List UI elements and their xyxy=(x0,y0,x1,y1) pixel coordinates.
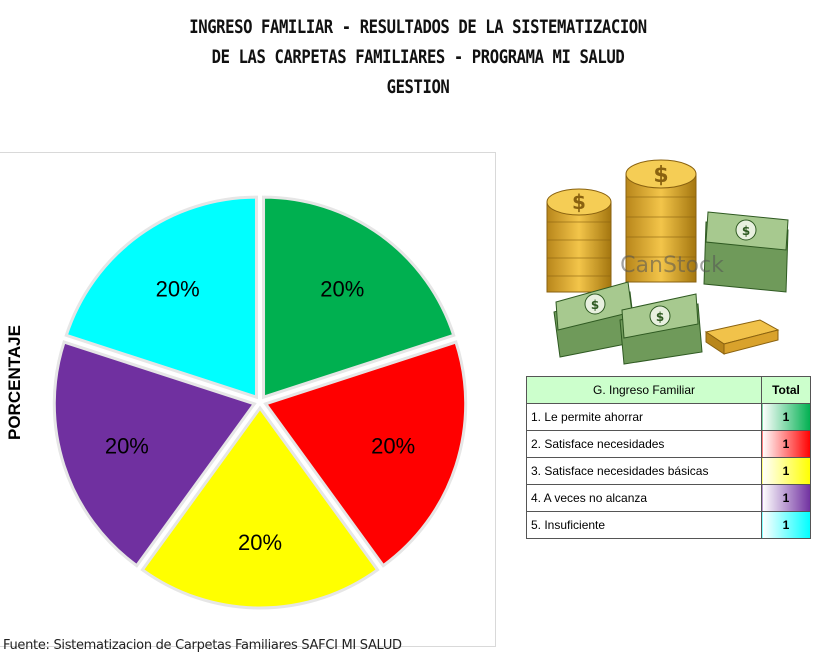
legend-row-total: 1 xyxy=(761,430,811,458)
legend-row-label: 3. Satisface necesidades básicas xyxy=(526,457,762,485)
watermark: CanStock xyxy=(620,253,724,278)
svg-text:$: $ xyxy=(656,310,664,324)
legend-row-total: 1 xyxy=(761,457,811,485)
bill-stack-right: $ xyxy=(703,211,789,293)
gold-bars xyxy=(704,319,780,355)
legend-table: G. Ingreso Familiar Total 1. Le permite … xyxy=(526,376,811,539)
bill-stack-bottom: $ $ xyxy=(553,281,703,365)
pie-slice xyxy=(262,195,456,400)
legend-row-total: 1 xyxy=(761,403,811,431)
legend-row-total: 1 xyxy=(761,511,811,539)
legend-header-row: G. Ingreso Familiar Total xyxy=(526,376,811,404)
pie-data-label: 20% xyxy=(320,277,364,302)
pie-slice xyxy=(64,195,258,400)
title-line-2: DE LAS CARPETAS FAMILIARES - PROGRAMA MI… xyxy=(211,46,625,68)
coin-stack-left: $ xyxy=(546,188,612,293)
svg-text:$: $ xyxy=(742,224,750,238)
money-coins-bills-icon: $ $ $ $ $ CanStock xyxy=(546,159,789,365)
coin-stack-right: $ xyxy=(625,159,697,283)
pie-data-label: 20% xyxy=(238,530,282,555)
legend-row: 2. Satisface necesidades 1 xyxy=(526,430,811,458)
svg-text:$: $ xyxy=(572,190,586,214)
legend-row: 3. Satisface necesidades básicas 1 xyxy=(526,457,811,485)
svg-text:$: $ xyxy=(591,298,599,312)
title-line-3: GESTION xyxy=(386,76,450,98)
legend-row-label: 4. A veces no alcanza xyxy=(526,484,762,512)
pie-slice xyxy=(263,340,468,568)
legend-row: 4. A veces no alcanza 1 xyxy=(526,484,811,512)
pie-slice xyxy=(140,405,380,610)
legend-header-total: Total xyxy=(761,376,811,404)
title-line-1: INGRESO FAMILIAR - RESULTADOS DE LA SIST… xyxy=(189,16,647,38)
legend-row-label: 1. Le permite ahorrar xyxy=(526,403,762,431)
legend-row-label: 2. Satisface necesidades xyxy=(526,430,762,458)
pie-slice xyxy=(52,340,257,568)
pie-chart: 20% 20% 20% 20% 20% xyxy=(52,195,468,610)
legend-row-label: 5. Insuficiente xyxy=(526,511,762,539)
pie-data-label: 20% xyxy=(371,433,415,458)
chart-title: INGRESO FAMILIAR - RESULTADOS DE LA SIST… xyxy=(75,12,761,102)
legend-row-total: 1 xyxy=(761,484,811,512)
svg-text:$: $ xyxy=(653,163,668,188)
pie-data-label: 20% xyxy=(156,277,200,302)
pie-data-label: 20% xyxy=(105,433,149,458)
legend-row: 1. Le permite ahorrar 1 xyxy=(526,403,811,431)
legend-header-label: G. Ingreso Familiar xyxy=(526,376,762,404)
source-note: Fuente: Sistematizacion de Carpetas Fami… xyxy=(3,638,402,653)
legend-row: 5. Insuficiente 1 xyxy=(526,511,811,539)
